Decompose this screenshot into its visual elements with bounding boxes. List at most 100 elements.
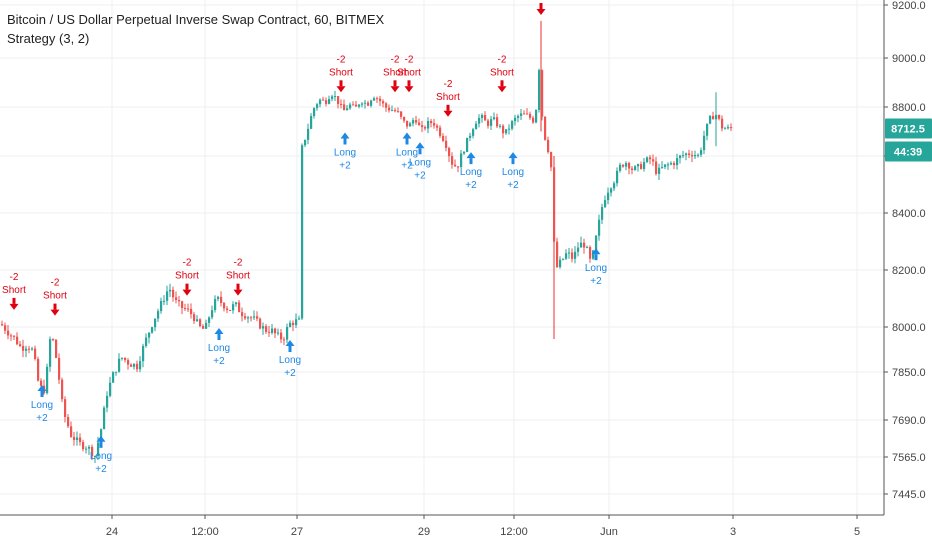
arrow-down-icon	[53, 303, 57, 310]
candle-body	[172, 289, 175, 298]
candle-body	[718, 114, 721, 119]
signal-text: -2	[444, 79, 453, 90]
signal-text: Long	[208, 343, 230, 354]
candle-body	[358, 104, 361, 107]
candle-body	[574, 251, 577, 259]
candle-body	[10, 335, 13, 337]
signal-text: Short	[43, 291, 67, 302]
candle-body	[529, 114, 532, 118]
arrow-down-icon	[500, 80, 504, 87]
candle-body	[352, 104, 355, 106]
candle-body	[73, 436, 76, 441]
signal-text: -2	[183, 258, 192, 269]
candle-body	[385, 103, 388, 108]
arrow-up-icon	[402, 132, 412, 139]
candle-body	[727, 127, 730, 129]
candle-body	[463, 151, 466, 154]
candle-body	[682, 155, 685, 157]
x-tick-label: Jun	[600, 526, 618, 538]
candle-body	[592, 250, 595, 259]
candle-body	[583, 242, 586, 248]
candle-body	[367, 102, 370, 106]
long-signal: Long +2	[396, 132, 418, 172]
candle-body	[724, 128, 727, 130]
arrow-down-icon	[236, 283, 240, 290]
candle-body	[202, 326, 205, 329]
x-tick-label: 12:00	[191, 526, 219, 538]
signal-text: +2	[95, 464, 107, 475]
candle-body	[379, 98, 382, 102]
candle-body	[160, 300, 163, 312]
candle-body	[133, 363, 136, 367]
arrow-down-icon	[182, 289, 192, 296]
candle-body	[391, 110, 394, 112]
candle-body	[538, 70, 541, 110]
candle-body	[25, 348, 28, 351]
candle-body	[649, 157, 652, 160]
candle-body	[508, 128, 511, 130]
candle-body	[250, 317, 253, 319]
candle-body	[262, 326, 265, 329]
candle-body	[28, 348, 31, 350]
signal-text: +2	[339, 161, 351, 172]
candle-body	[433, 123, 436, 126]
candle-body	[349, 104, 352, 109]
indicator-label[interactable]: Strategy (3, 2)	[7, 31, 90, 46]
candle-body	[526, 113, 529, 115]
signal-text: +2	[284, 368, 296, 379]
candle-body	[664, 164, 667, 167]
chart-header: Bitcoin / US Dollar Perpetual Inverse Sw…	[7, 12, 384, 47]
candle-body	[355, 104, 358, 107]
signal-text: +2	[213, 356, 225, 367]
candle-body	[298, 318, 301, 320]
arrow-down-icon	[443, 110, 453, 117]
candle-body	[184, 308, 187, 310]
arrow-down-icon	[339, 80, 343, 87]
candle-body	[400, 111, 403, 117]
candle-body	[154, 318, 157, 328]
signal-text: Long	[334, 148, 356, 159]
arrow-up-icon	[466, 152, 476, 159]
signal-text: Short	[383, 67, 407, 78]
candle-body	[283, 339, 286, 341]
candle-body	[103, 407, 106, 430]
candle-body	[112, 372, 115, 383]
candle-body	[235, 302, 238, 305]
candle-body	[448, 147, 451, 157]
chart-title: Bitcoin / US Dollar Perpetual Inverse Sw…	[7, 12, 385, 27]
candle-body	[586, 247, 589, 249]
arrow-up-icon	[508, 152, 518, 159]
long-signal: Long +2	[208, 328, 230, 367]
candle-body	[124, 357, 127, 361]
candle-body	[613, 183, 616, 189]
short-signal: -2 Short	[226, 258, 250, 296]
short-signal: -2 Short	[436, 79, 460, 117]
candle-body	[121, 357, 124, 359]
candle-body	[409, 123, 412, 127]
candle-body	[61, 379, 64, 400]
arrow-down-icon	[233, 289, 243, 296]
candle-body	[520, 113, 523, 116]
candle-body	[364, 102, 367, 104]
arrow-up-icon	[285, 340, 295, 346]
candle-body	[490, 119, 493, 126]
arrow-down-icon	[404, 86, 414, 93]
y-tick-label: 7445.0	[892, 489, 926, 501]
signal-text: Long	[585, 263, 607, 274]
candle-body	[145, 337, 148, 346]
candle-body	[4, 325, 7, 331]
candle-body	[64, 399, 67, 418]
signal-text: +2	[590, 276, 602, 287]
candle-body	[88, 446, 91, 449]
arrow-up-icon	[511, 158, 515, 165]
arrow-up-icon	[288, 346, 292, 352]
candle-body	[499, 125, 502, 127]
candle-body	[52, 339, 55, 341]
candle-body	[271, 328, 274, 333]
candle-body	[721, 118, 724, 129]
x-tick-label: 29	[418, 526, 430, 538]
candle-body	[394, 110, 397, 112]
candle-body	[607, 192, 610, 201]
